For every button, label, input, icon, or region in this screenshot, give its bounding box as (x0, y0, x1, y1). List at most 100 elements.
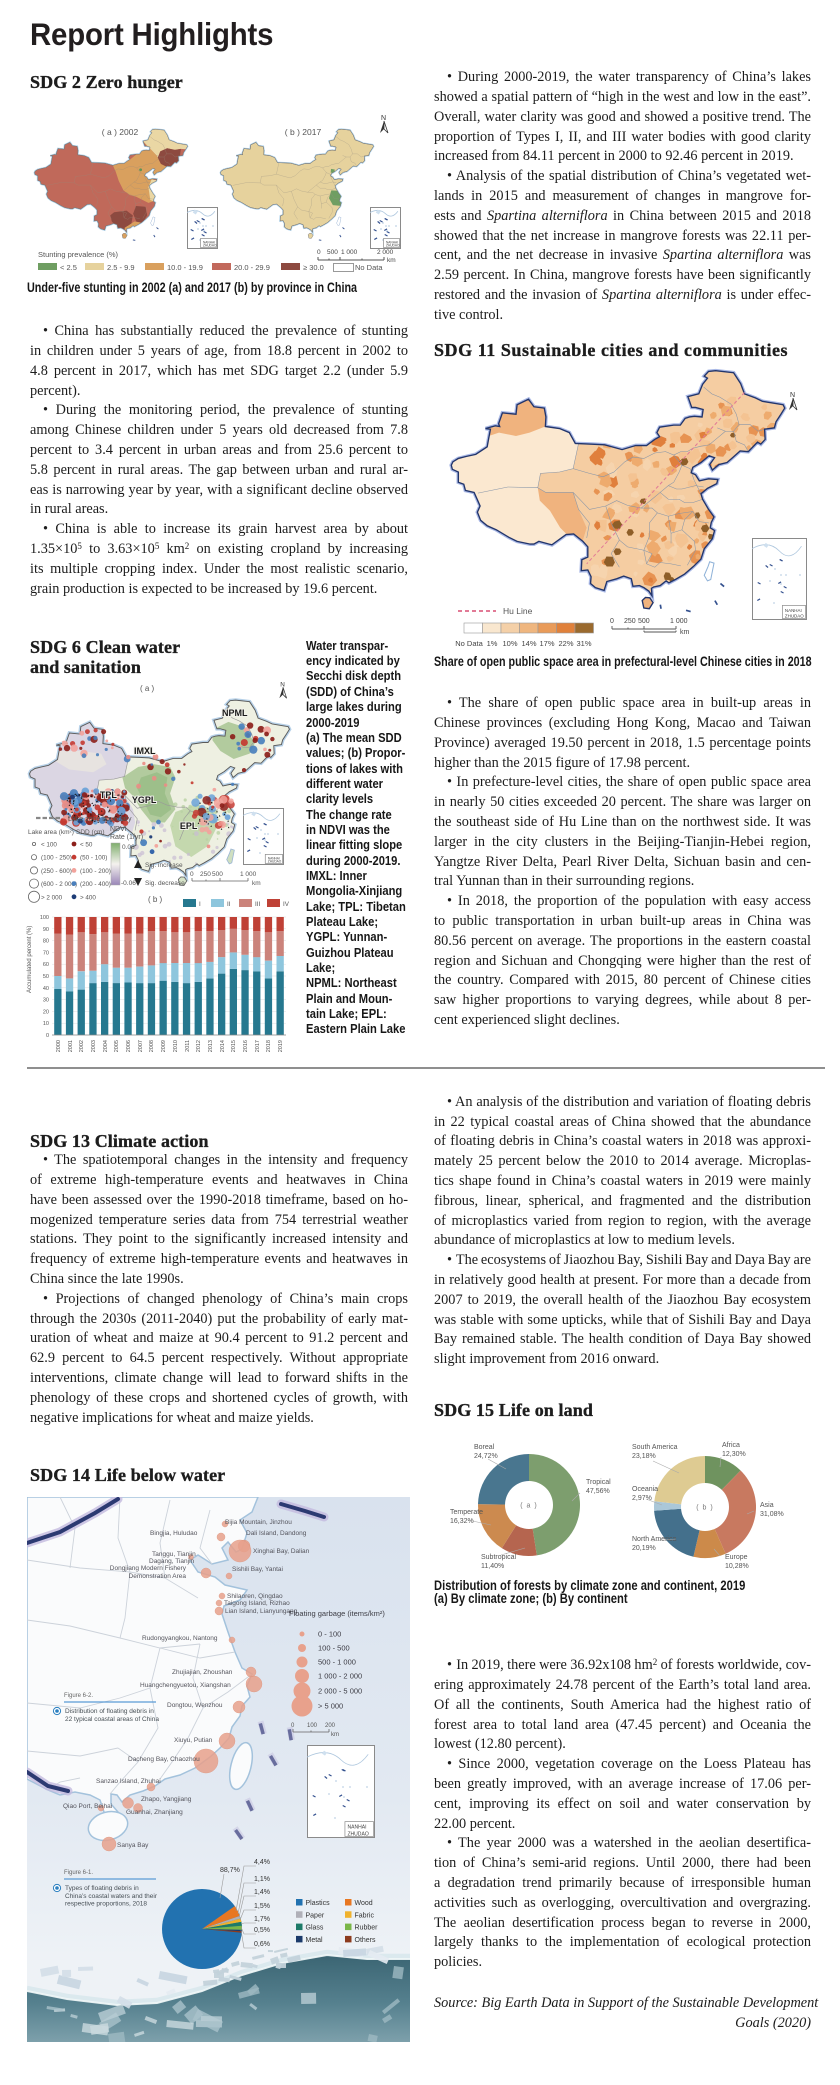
svg-text:Boreal: Boreal (474, 1444, 495, 1451)
svg-text:500: 500 (212, 871, 223, 878)
svg-text:NDVI: NDVI (110, 826, 127, 833)
svg-text:0,6%: 0,6% (254, 1941, 270, 1948)
svg-text:NANHAI: NANHAI (203, 241, 215, 245)
svg-text:(250 - 600): (250 - 600) (41, 868, 72, 875)
svg-text:-0.06: -0.06 (121, 880, 136, 887)
svg-text:Zhujiajian, Zhoushan: Zhujiajian, Zhoushan (172, 1669, 233, 1676)
svg-text:200: 200 (325, 1723, 336, 1729)
svg-text:31%: 31% (576, 639, 591, 648)
svg-text:Dacheng Bay, Chaozhou: Dacheng Bay, Chaozhou (128, 1756, 200, 1763)
svg-text:IMXL: IMXL (134, 746, 156, 756)
svg-text:0.06: 0.06 (122, 844, 135, 851)
svg-text:Lian Island, Lianyungang: Lian Island, Lianyungang (225, 1608, 298, 1615)
svg-text:1 000: 1 000 (240, 871, 257, 878)
svg-text:20: 20 (43, 1009, 49, 1015)
svg-text:III: III (255, 901, 260, 908)
svg-text:2004: 2004 (103, 1040, 109, 1052)
svg-text:2000: 2000 (56, 1040, 62, 1052)
svg-text:Xinghai Bay, Dalian: Xinghai Bay, Dalian (253, 1548, 310, 1555)
svg-text:Rubber: Rubber (355, 1925, 379, 1932)
svg-text:North America: North America (632, 1536, 676, 1543)
svg-text:500: 500 (638, 618, 650, 625)
svg-text:Paper: Paper (306, 1912, 325, 1919)
svg-text:Types of floating debris in: Types of floating debris in (65, 1885, 139, 1892)
svg-text:km: km (252, 880, 261, 887)
svg-text:IV: IV (283, 901, 290, 908)
svg-text:1 000: 1 000 (670, 618, 688, 625)
svg-text:(50 - 100): (50 - 100) (80, 855, 107, 862)
svg-text:II: II (227, 901, 231, 908)
svg-text:China’s coastal waters and the: China’s coastal waters and their (65, 1893, 158, 1900)
svg-text:70: 70 (43, 950, 49, 956)
svg-text:2013: 2013 (208, 1040, 214, 1052)
svg-text:2 000 - 5 000: 2 000 - 5 000 (318, 1687, 362, 1696)
svg-text:Rudongyangkou, Nantong: Rudongyangkou, Nantong (142, 1635, 218, 1642)
svg-text:Africa: Africa (722, 1442, 740, 1449)
svg-text:22%: 22% (558, 639, 573, 648)
svg-text:(100 - 250): (100 - 250) (41, 855, 72, 862)
svg-text:1 000: 1 000 (341, 249, 358, 256)
svg-text:17%: 17% (539, 639, 554, 648)
svg-text:Huangchengyuetou, Xiangshan: Huangchengyuetou, Xiangshan (140, 1682, 231, 1689)
svg-text:Dagang, Tianjin: Dagang, Tianjin (149, 1558, 195, 1565)
svg-text:90: 90 (43, 927, 49, 933)
svg-text:NANHAI: NANHAI (347, 1825, 366, 1831)
svg-text:1,1%: 1,1% (254, 1876, 270, 1883)
svg-text:Sanya Bay: Sanya Bay (117, 1842, 149, 1849)
svg-text:500 - 1 000: 500 - 1 000 (318, 1658, 356, 1667)
svg-text:Bingjia, Huludao: Bingjia, Huludao (150, 1530, 198, 1537)
svg-text:N: N (280, 681, 285, 688)
svg-text:2019: 2019 (278, 1040, 284, 1052)
svg-text:( b ): ( b ) (696, 1505, 713, 1512)
svg-text:2001: 2001 (68, 1040, 74, 1052)
svg-text:NPML: NPML (222, 708, 248, 718)
svg-text:Zhapo, Yangjiang: Zhapo, Yangjiang (141, 1796, 192, 1803)
svg-text:100: 100 (307, 1723, 318, 1729)
svg-text:Accumulated percent (%): Accumulated percent (%) (27, 926, 33, 993)
svg-text:0: 0 (190, 871, 194, 878)
svg-text:Asia: Asia (760, 1502, 774, 1509)
svg-text:Dali Island, Dandong: Dali Island, Dandong (246, 1530, 307, 1537)
svg-text:Guanhai, Zhanjiang: Guanhai, Zhanjiang (126, 1809, 183, 1816)
svg-text:2,97%: 2,97% (632, 1495, 652, 1502)
svg-text:Oceania: Oceania (632, 1486, 658, 1493)
svg-text:0,5%: 0,5% (254, 1927, 270, 1934)
svg-text:1,4%: 1,4% (254, 1889, 270, 1896)
svg-text:Sig. increase: Sig. increase (145, 862, 183, 869)
svg-text:2002: 2002 (79, 1040, 85, 1052)
svg-text:4,4%: 4,4% (254, 1859, 270, 1866)
svg-text:12,30%: 12,30% (722, 1451, 746, 1458)
svg-text:2016: 2016 (243, 1040, 249, 1052)
svg-text:2006: 2006 (126, 1040, 132, 1052)
svg-text:Taigong Island, Rizhao: Taigong Island, Rizhao (224, 1600, 290, 1607)
svg-text:10: 10 (43, 1021, 49, 1027)
svg-text:ZHUDAO: ZHUDAO (386, 244, 400, 248)
svg-text:500: 500 (327, 249, 338, 256)
svg-text:Europe: Europe (725, 1554, 748, 1561)
svg-text:Floating garbage (items/km²): Floating garbage (items/km²) (289, 1609, 385, 1618)
svg-text:22 typical coastal areas of Ch: 22 typical coastal areas of China (65, 1716, 159, 1723)
svg-text:NANHAI: NANHAI (268, 857, 280, 861)
svg-text:< 100: < 100 (41, 842, 57, 849)
svg-text:Plastics: Plastics (306, 1900, 331, 1907)
svg-text:Shilaoren, Qingdao: Shilaoren, Qingdao (227, 1593, 283, 1600)
svg-text:2018: 2018 (266, 1040, 272, 1052)
svg-text:14%: 14% (521, 639, 536, 648)
svg-text:31,08%: 31,08% (760, 1511, 784, 1518)
svg-text:1,5%: 1,5% (254, 1903, 270, 1910)
svg-text:2010: 2010 (173, 1040, 179, 1052)
svg-text:23,18%: 23,18% (632, 1453, 656, 1460)
svg-text:2015: 2015 (231, 1040, 237, 1052)
svg-text:Sishili Bay, Yantai: Sishili Bay, Yantai (232, 1566, 283, 1573)
svg-text:24,72%: 24,72% (474, 1453, 498, 1460)
svg-text:47,56%: 47,56% (586, 1488, 610, 1495)
svg-text:Subtropical: Subtropical (481, 1554, 516, 1561)
svg-text:1,7%: 1,7% (254, 1916, 270, 1923)
svg-text:Tanggu, Tianjin: Tanggu, Tianjin (152, 1551, 196, 1558)
svg-text:2017: 2017 (255, 1040, 261, 1052)
svg-text:NANHAI: NANHAI (785, 608, 802, 613)
svg-text:Figure 6-1.: Figure 6-1. (64, 1870, 93, 1876)
svg-text:Figure 6-2.: Figure 6-2. (64, 1693, 93, 1699)
svg-text:1%: 1% (487, 639, 498, 648)
svg-text:km: km (387, 257, 396, 264)
